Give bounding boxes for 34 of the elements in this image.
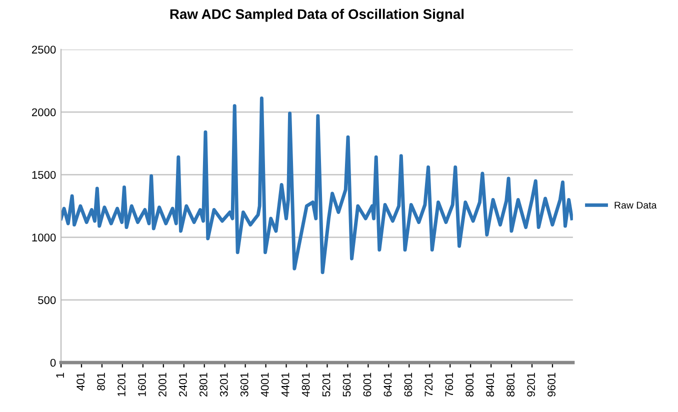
y-tick-label: 500 xyxy=(38,296,56,304)
x-tick-label: 1201 xyxy=(118,372,126,396)
x-tick-label: 7201 xyxy=(424,372,433,396)
x-tick-label: 9601 xyxy=(548,372,556,396)
x-tick-label: 8001 xyxy=(466,372,474,397)
y-tick-label: 1000 xyxy=(32,234,56,242)
x-tick-label: 4801 xyxy=(302,372,310,397)
x-tick-label: 2001 xyxy=(158,372,166,396)
x-tick-label: 4001 xyxy=(260,372,269,397)
x-tick-label: 1 xyxy=(56,372,64,378)
x-tick-label: 7601 xyxy=(445,372,454,396)
x-tick-label: 8801 xyxy=(506,372,515,397)
x-tick-label: 8401 xyxy=(486,372,494,397)
y-tick-label: 2500 xyxy=(32,46,56,54)
x-tick-label: 2401 xyxy=(179,372,187,396)
x-tick-label: 401 xyxy=(76,372,84,391)
y-tick-label: 2000 xyxy=(32,108,56,116)
x-tick-label: 5601 xyxy=(342,372,351,397)
x-tick-label: 4401 xyxy=(281,372,290,397)
x-tick-label: 6001 xyxy=(363,372,372,396)
line-series xyxy=(61,96,573,274)
chart-title: Raw ADC Sampled Data of Oscillation Signal xyxy=(170,8,464,22)
y-tick-label: 0 xyxy=(50,358,56,367)
y-tick-label: 1500 xyxy=(32,170,56,179)
x-tick-label: 3601 xyxy=(240,372,248,397)
x-tick-label: 3201 xyxy=(220,372,228,397)
legend-label: Raw Data xyxy=(614,202,657,209)
x-tick-label: 801 xyxy=(97,372,105,390)
x-tick-label: 5201 xyxy=(322,372,330,397)
x-tick-label: 2801 xyxy=(199,372,208,396)
x-tick-label: 6801 xyxy=(404,372,412,396)
x-tick-label: 6401 xyxy=(384,372,392,396)
x-tick-label: 1601 xyxy=(138,372,146,396)
x-tick-label: 9201 xyxy=(527,372,535,396)
